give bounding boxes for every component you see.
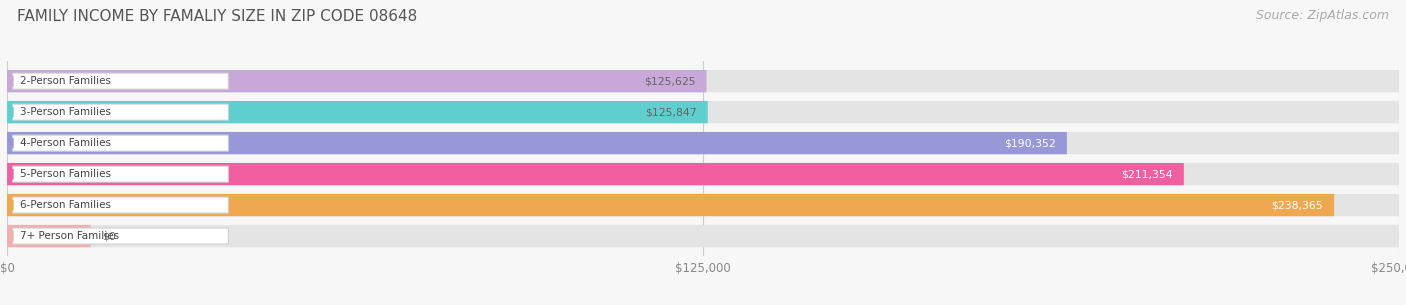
FancyBboxPatch shape [7, 70, 1399, 92]
Text: Source: ZipAtlas.com: Source: ZipAtlas.com [1256, 9, 1389, 22]
FancyBboxPatch shape [7, 225, 1399, 247]
FancyBboxPatch shape [13, 166, 228, 182]
FancyBboxPatch shape [13, 197, 228, 213]
Text: FAMILY INCOME BY FAMALIY SIZE IN ZIP CODE 08648: FAMILY INCOME BY FAMALIY SIZE IN ZIP COD… [17, 9, 418, 24]
FancyBboxPatch shape [7, 70, 706, 92]
Text: 4-Person Families: 4-Person Families [20, 138, 111, 148]
Text: 6-Person Families: 6-Person Families [20, 200, 111, 210]
FancyBboxPatch shape [7, 132, 1067, 154]
FancyBboxPatch shape [7, 101, 1399, 123]
FancyBboxPatch shape [7, 163, 1184, 185]
Text: 5-Person Families: 5-Person Families [20, 169, 111, 179]
Text: 7+ Person Families: 7+ Person Families [20, 231, 118, 241]
FancyBboxPatch shape [7, 194, 1399, 216]
FancyBboxPatch shape [13, 104, 228, 120]
FancyBboxPatch shape [7, 225, 90, 247]
Text: 3-Person Families: 3-Person Families [20, 107, 111, 117]
Text: $211,354: $211,354 [1121, 169, 1173, 179]
FancyBboxPatch shape [13, 73, 228, 89]
Text: 2-Person Families: 2-Person Families [20, 76, 111, 86]
FancyBboxPatch shape [7, 163, 1399, 185]
Text: $238,365: $238,365 [1271, 200, 1323, 210]
Text: $190,352: $190,352 [1004, 138, 1056, 148]
Text: $125,625: $125,625 [644, 76, 696, 86]
FancyBboxPatch shape [13, 228, 228, 244]
FancyBboxPatch shape [7, 132, 1399, 154]
Text: $125,847: $125,847 [645, 107, 696, 117]
FancyBboxPatch shape [7, 101, 707, 123]
Text: $0: $0 [101, 231, 115, 241]
FancyBboxPatch shape [7, 194, 1334, 216]
FancyBboxPatch shape [13, 135, 228, 151]
